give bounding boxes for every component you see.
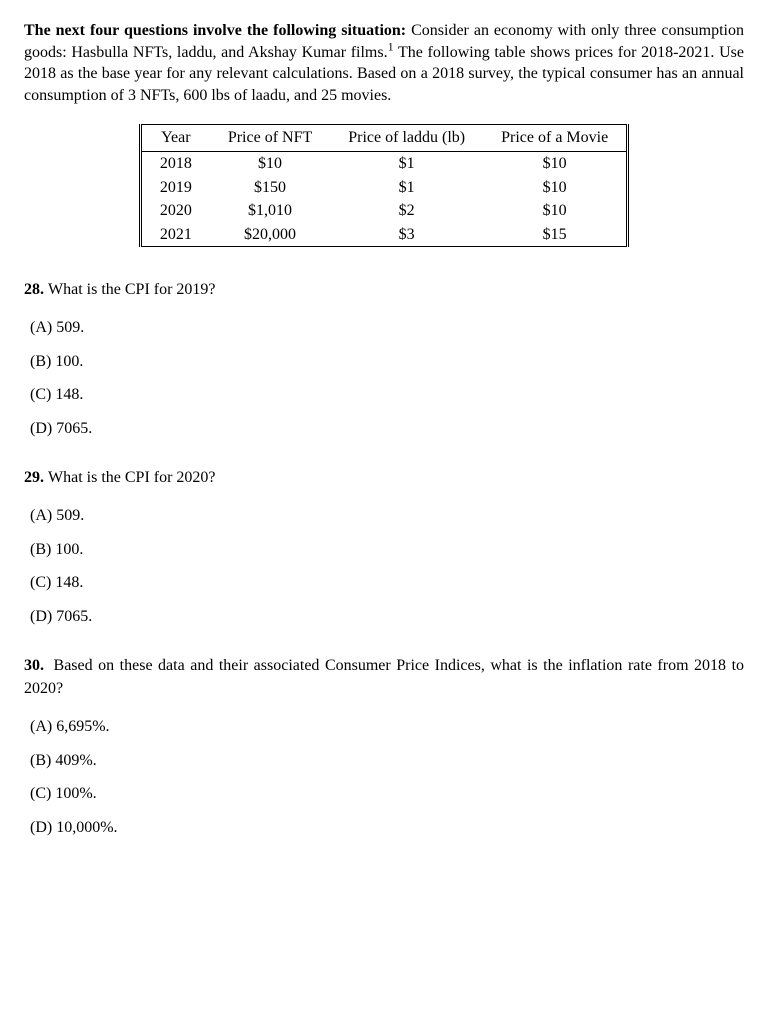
options-list: (A) 509. (B) 100. (C) 148. (D) 7065. <box>24 317 744 439</box>
col-header: Price of a Movie <box>483 125 628 152</box>
options-list: (A) 509. (B) 100. (C) 148. (D) 7065. <box>24 505 744 627</box>
option-d: (D) 10,000%. <box>24 817 744 839</box>
cell: 2018 <box>140 151 210 175</box>
cell: $3 <box>330 223 483 247</box>
cell: $150 <box>210 176 330 200</box>
cell: $20,000 <box>210 223 330 247</box>
options-list: (A) 6,695%. (B) 409%. (C) 100%. (D) 10,0… <box>24 716 744 838</box>
option-d: (D) 7065. <box>24 606 744 628</box>
table-row: 2018 $10 $1 $10 <box>140 151 627 175</box>
cell: $15 <box>483 223 628 247</box>
cell: $1 <box>330 176 483 200</box>
cell: $10 <box>210 151 330 175</box>
option-c: (C) 100%. <box>24 783 744 805</box>
intro-bold: The next four questions involve the foll… <box>24 22 406 39</box>
price-table: Year Price of NFT Price of laddu (lb) Pr… <box>139 124 629 247</box>
question-number: 28. <box>24 281 44 298</box>
cell: $1,010 <box>210 199 330 223</box>
question-number: 30. <box>24 657 44 674</box>
cell: 2021 <box>140 223 210 247</box>
table-header-row: Year Price of NFT Price of laddu (lb) Pr… <box>140 125 627 152</box>
option-a: (A) 509. <box>24 505 744 527</box>
question-number: 29. <box>24 469 44 486</box>
col-header: Price of laddu (lb) <box>330 125 483 152</box>
cell: 2020 <box>140 199 210 223</box>
question-text: 28.What is the CPI for 2019? <box>24 279 744 301</box>
option-c: (C) 148. <box>24 572 744 594</box>
option-b: (B) 100. <box>24 539 744 561</box>
question-30: 30. Based on these data and their associ… <box>24 655 744 838</box>
question-body: What is the CPI for 2020? <box>48 469 216 486</box>
question-29: 29.What is the CPI for 2020? (A) 509. (B… <box>24 467 744 627</box>
question-body: What is the CPI for 2019? <box>48 281 216 298</box>
table-container: Year Price of NFT Price of laddu (lb) Pr… <box>24 124 744 247</box>
option-a: (A) 6,695%. <box>24 716 744 738</box>
option-b: (B) 409%. <box>24 750 744 772</box>
cell: 2019 <box>140 176 210 200</box>
col-header: Price of NFT <box>210 125 330 152</box>
intro-paragraph: The next four questions involve the foll… <box>24 20 744 106</box>
question-text: 30. Based on these data and their associ… <box>24 655 744 700</box>
table-row: 2020 $1,010 $2 $10 <box>140 199 627 223</box>
question-28: 28.What is the CPI for 2019? (A) 509. (B… <box>24 279 744 439</box>
cell: $10 <box>483 176 628 200</box>
question-text: 29.What is the CPI for 2020? <box>24 467 744 489</box>
cell: $10 <box>483 199 628 223</box>
cell: $2 <box>330 199 483 223</box>
cell: $10 <box>483 151 628 175</box>
table-row: 2019 $150 $1 $10 <box>140 176 627 200</box>
option-a: (A) 509. <box>24 317 744 339</box>
col-header: Year <box>140 125 210 152</box>
table-row: 2021 $20,000 $3 $15 <box>140 223 627 247</box>
cell: $1 <box>330 151 483 175</box>
question-body: Based on these data and their associated… <box>24 657 744 696</box>
option-c: (C) 148. <box>24 384 744 406</box>
option-d: (D) 7065. <box>24 418 744 440</box>
option-b: (B) 100. <box>24 351 744 373</box>
